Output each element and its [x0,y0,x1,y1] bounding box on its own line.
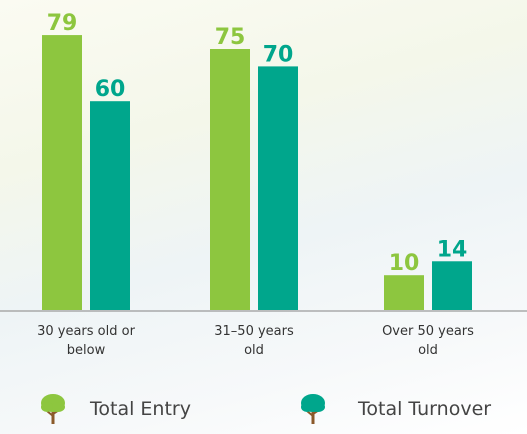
value-label: 60 [95,77,126,102]
value-label: 14 [437,237,468,262]
bar [258,66,298,311]
tree-crown [311,402,325,412]
bar [384,275,424,310]
x-tick-label: 31–50 years old [214,324,294,358]
bar [432,261,472,310]
tree-crown [41,402,53,412]
legend-label: Total Turnover [358,398,492,420]
value-label: 75 [215,25,246,50]
tree-crown [51,402,65,412]
bar [42,35,82,311]
legend-icon [41,394,65,424]
value-label: 70 [263,42,294,67]
bar [90,101,130,310]
tree-crown [301,402,313,412]
value-label: 79 [47,11,78,36]
x-tick-label: 30 years old or below [37,324,135,358]
legend-icon [301,394,325,424]
x-tick-label: Over 50 years old [382,324,474,358]
bar [210,49,250,310]
legend-label: Total Entry [90,398,191,420]
value-label: 10 [389,251,420,276]
